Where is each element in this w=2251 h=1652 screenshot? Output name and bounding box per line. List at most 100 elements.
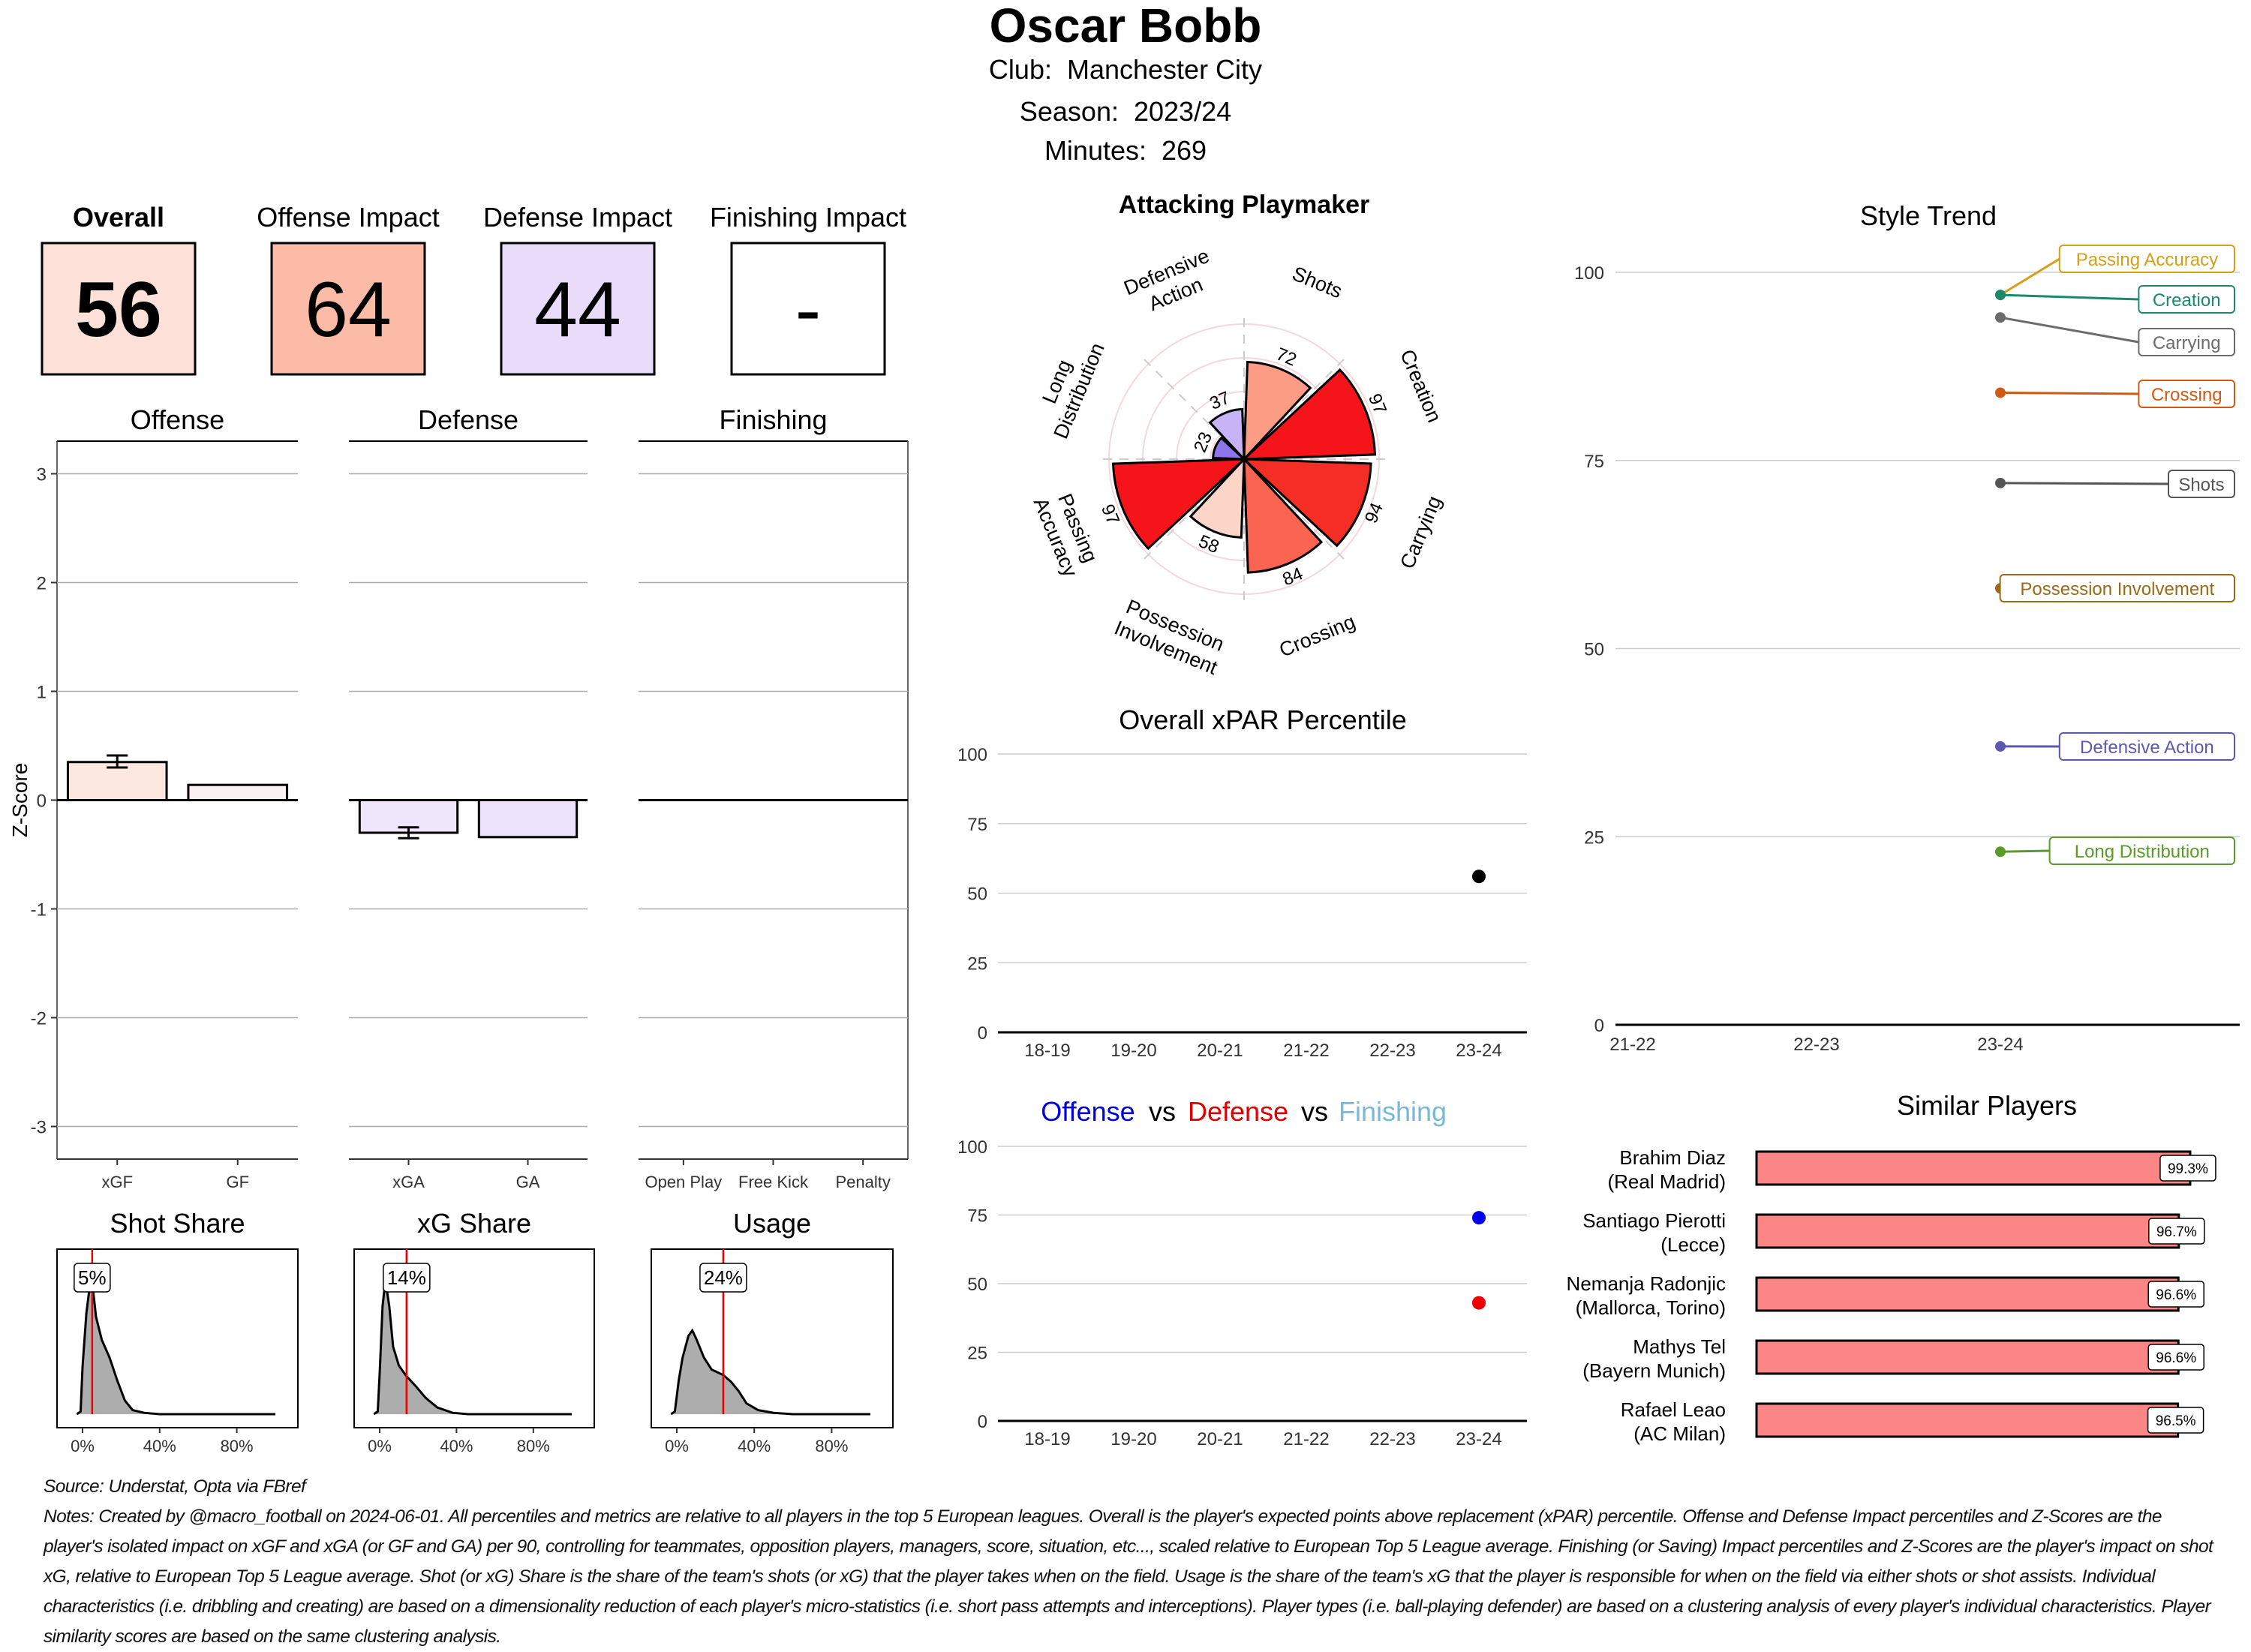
x-tick-label: GA xyxy=(516,1173,540,1191)
club-line: Club: Manchester City xyxy=(989,54,1262,85)
radar-category-label: PossessionInvolvement xyxy=(1111,594,1231,679)
x-tick-label: 21-22 xyxy=(1283,1041,1329,1061)
marker-label: 24% xyxy=(704,1266,743,1289)
style-label: Carrying xyxy=(2153,333,2221,353)
y-tick-label: 25 xyxy=(967,1344,987,1364)
similarity-label: 96.6% xyxy=(2156,1287,2196,1303)
scorecard-label: Finishing Impact xyxy=(710,202,906,233)
style-label: Shots xyxy=(2178,475,2224,495)
radar-category-label: Crossing xyxy=(1276,610,1359,661)
radar-category-label: LongDistribution xyxy=(1027,331,1109,443)
style-data-point xyxy=(1995,741,2006,752)
scorecard-value: 44 xyxy=(534,266,621,353)
scorecard-label: Defense Impact xyxy=(483,202,672,233)
style-label: Crossing xyxy=(2151,385,2222,405)
similarity-label: 96.7% xyxy=(2156,1224,2197,1240)
y-tick-label: 0 xyxy=(978,1023,987,1044)
z-bar xyxy=(479,800,576,837)
style-data-point xyxy=(1995,478,2006,488)
x-tick-label: 20-21 xyxy=(1197,1429,1243,1449)
radar-title: Attacking Playmaker xyxy=(1119,191,1370,219)
scorecard-label: Overall xyxy=(73,202,164,233)
y-tick-label: 50 xyxy=(1584,640,1604,660)
x-tick-label: 23-24 xyxy=(1456,1429,1501,1449)
x-tick-label: 0% xyxy=(71,1437,95,1455)
chart-title-part: Defense xyxy=(1188,1096,1288,1127)
data-point-overall xyxy=(1472,870,1486,883)
style-leader-line xyxy=(2000,317,2138,342)
y-tick-label: 25 xyxy=(1584,828,1604,848)
similar-players-chart: Similar Players Brahim Diaz(Real Madrid) 9… xyxy=(1567,1090,2216,1445)
radar-category-line: Creation xyxy=(1396,347,1446,426)
player-name: Nemanja Radonjic xyxy=(1567,1272,1726,1295)
chart-title: Similar Players xyxy=(1897,1090,2077,1121)
radar-category-label: Shots xyxy=(1289,262,1345,302)
y-tick-label: 75 xyxy=(967,815,987,835)
style-leader-line xyxy=(2000,483,2168,484)
y-tick-label: 100 xyxy=(957,1137,987,1158)
y-tick-label: 0 xyxy=(37,791,47,812)
style-leader-line xyxy=(2000,259,2060,295)
footer-notes: Source: Understat, Opta via FBref Notes:… xyxy=(44,1472,2219,1652)
radar-category-label: Carrying xyxy=(1396,493,1446,572)
player-club: (Real Madrid) xyxy=(1608,1170,1727,1193)
style-data-point xyxy=(1995,290,2006,300)
scorecard-value: 64 xyxy=(305,266,392,353)
radar-value-label: 97 xyxy=(1364,391,1390,417)
scorecard-value: 56 xyxy=(75,266,162,353)
y-tick-label: 3 xyxy=(37,465,47,485)
scorecards-group: Overall 56 Offense Impact 64 Defense Impact 4… xyxy=(42,202,906,374)
style-leader-line xyxy=(2000,392,2138,394)
style-label: Creation xyxy=(2153,290,2221,311)
y-tick-label: 0 xyxy=(978,1412,987,1432)
similarity-bar xyxy=(1757,1404,2178,1437)
style-data-point xyxy=(1995,846,2006,857)
x-tick-label: Penalty xyxy=(835,1173,890,1191)
y-tick-label: 100 xyxy=(1574,263,1604,284)
similarity-bar xyxy=(1757,1341,2178,1374)
radar-category-line: Shots xyxy=(1289,262,1345,302)
player-name: Santiago Pierotti xyxy=(1582,1209,1726,1232)
style-leader-line xyxy=(2000,295,2138,299)
radar-category-line: Carrying xyxy=(1396,493,1446,572)
radar-category-line: Crossing xyxy=(1276,610,1359,661)
data-point-offense xyxy=(1472,1211,1486,1224)
y-tick-label: -3 xyxy=(31,1118,47,1138)
y-tick-label: 75 xyxy=(967,1206,987,1227)
player-name: Mathys Tel xyxy=(1633,1335,1726,1358)
y-tick-label: 50 xyxy=(967,1275,987,1295)
chart-title: Overall xPAR Percentile xyxy=(1119,704,1406,735)
x-tick-label: GF xyxy=(226,1173,249,1191)
chart-title-part: vs xyxy=(1149,1096,1176,1127)
radar-category-label: Creation xyxy=(1396,347,1446,426)
y-tick-label: 1 xyxy=(37,683,47,703)
marker-label: 14% xyxy=(387,1266,426,1289)
style-label: Possession Involvement xyxy=(2020,579,2214,599)
x-tick-label: 19-20 xyxy=(1110,1429,1156,1449)
similarity-bar xyxy=(1757,1152,2190,1185)
chart-title-part: Finishing xyxy=(1339,1096,1447,1127)
y-tick-label: 0 xyxy=(1594,1016,1604,1036)
radar-category-label: PassingAccuracy xyxy=(1029,485,1104,581)
radar-value-label: 23 xyxy=(1190,429,1216,455)
scorecard-label: Offense Impact xyxy=(257,202,439,233)
radar-value-label: 84 xyxy=(1279,563,1306,590)
player-name: Rafael Leao xyxy=(1621,1398,1726,1421)
radar-value-label: 72 xyxy=(1273,344,1300,371)
x-tick-label: 22-23 xyxy=(1369,1429,1415,1449)
x-tick-label: 18-19 xyxy=(1024,1041,1070,1061)
distribution-title: Shot Share xyxy=(110,1208,245,1239)
radar-value-label: 37 xyxy=(1207,388,1233,414)
panel-title: Offense xyxy=(131,404,224,435)
player-club: (Lecce) xyxy=(1660,1233,1726,1256)
x-tick-label: 18-19 xyxy=(1024,1429,1070,1449)
x-tick-label: 20-21 xyxy=(1197,1041,1243,1061)
x-tick-label: 19-20 xyxy=(1110,1041,1156,1061)
player-name: Brahim Diaz xyxy=(1619,1146,1726,1169)
y-tick-label: -2 xyxy=(31,1009,47,1029)
